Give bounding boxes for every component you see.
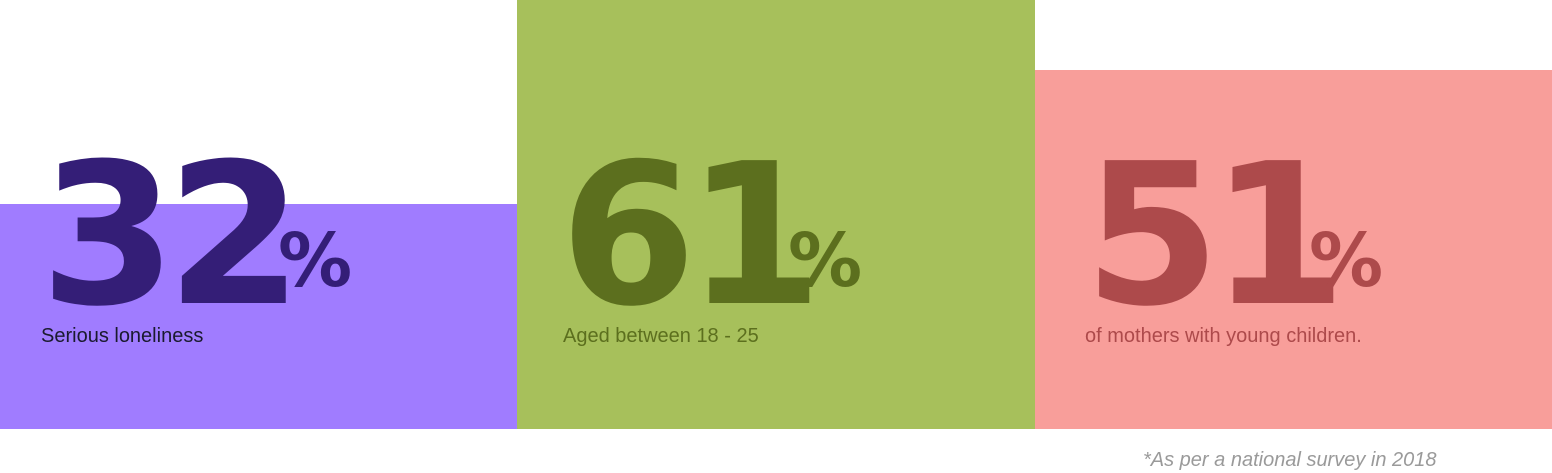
value-label-mothers-young-children: 51 [1084,122,1347,350]
bar-aged-18-25 [517,0,1035,429]
value-label-serious-loneliness: 32 [40,122,303,350]
percent-sign-mothers-young-children: % [1309,218,1384,304]
bar-serious-loneliness [0,204,517,429]
category-label-aged-18-25: Aged between 18 - 25 [563,325,759,347]
category-label-serious-loneliness: Serious loneliness [41,325,204,347]
value-label-aged-18-25: 61 [560,122,823,350]
bar-mothers-young-children [1035,70,1552,429]
category-label-mothers-young-children: of mothers with young children. [1085,325,1362,347]
survey-footnote: *As per a national survey in 2018 [1143,449,1437,471]
percent-sign-aged-18-25: % [788,218,863,304]
percent-sign-serious-loneliness: % [278,218,353,304]
